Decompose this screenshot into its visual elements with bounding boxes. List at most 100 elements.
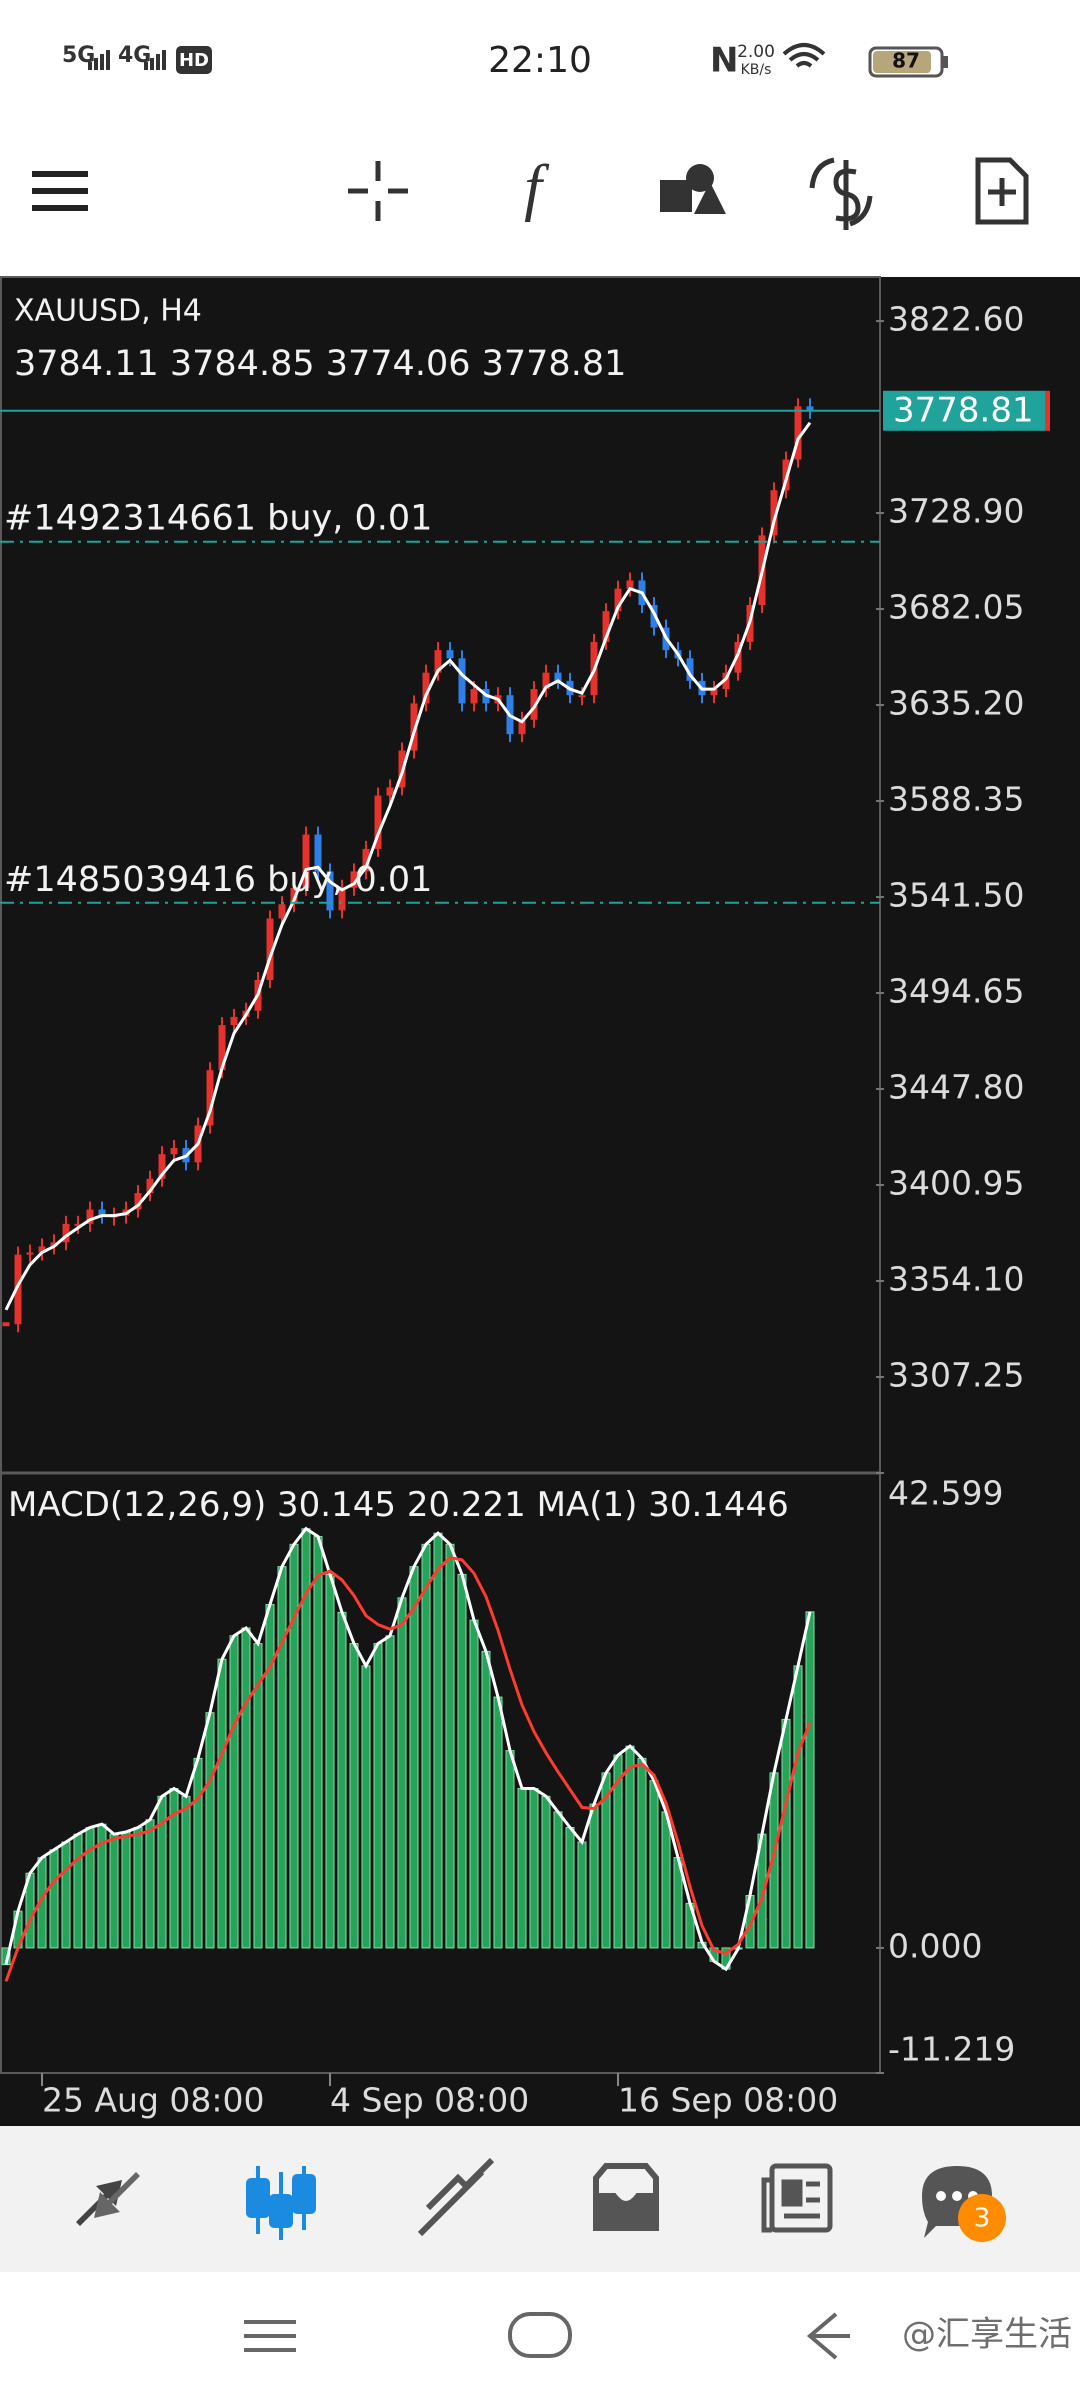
candle-body bbox=[686, 658, 694, 681]
histogram-bar bbox=[637, 1757, 647, 1949]
y-tick-label: 42.599 bbox=[888, 1474, 1003, 1513]
candle-body bbox=[542, 672, 550, 690]
candle-body bbox=[602, 611, 610, 642]
histogram-bar bbox=[241, 1627, 251, 1949]
y-tick-label: 3307.25 bbox=[888, 1356, 1024, 1395]
histogram-bar bbox=[493, 1696, 503, 1949]
objects-button[interactable] bbox=[660, 164, 726, 214]
y-tick-label: 3447.80 bbox=[888, 1068, 1024, 1107]
histogram-bar bbox=[193, 1757, 203, 1949]
histogram-bar bbox=[505, 1750, 515, 1949]
candle-body bbox=[134, 1193, 142, 1210]
trade-tab[interactable] bbox=[76, 2172, 140, 2226]
histogram-bar bbox=[265, 1604, 275, 1949]
y-tick-label: 3682.05 bbox=[888, 588, 1024, 627]
candle-body bbox=[158, 1154, 166, 1179]
histogram-bar bbox=[517, 1787, 527, 1949]
x-tick-label: 16 Sep 08:00 bbox=[618, 2081, 838, 2120]
candle-body bbox=[326, 871, 334, 911]
open-value: 3784.11 bbox=[14, 344, 159, 384]
recent-apps-button[interactable] bbox=[244, 2320, 296, 2352]
histogram-bar bbox=[661, 1811, 671, 1949]
y-tick-label: 3822.60 bbox=[888, 300, 1024, 339]
histogram-outline bbox=[4, 1526, 812, 1972]
signal-value: 20.221 bbox=[407, 1485, 526, 1525]
candle-body bbox=[446, 650, 454, 659]
candle-body bbox=[806, 406, 814, 411]
chart-bg bbox=[0, 277, 1080, 2126]
macd-label: MACD(12,26,9) 30.145 20.221 MA(1) 30.144… bbox=[8, 1485, 789, 1525]
histogram-bar bbox=[109, 1833, 119, 1949]
candle-body bbox=[518, 719, 526, 735]
x-tick-label: 25 Aug 08:00 bbox=[42, 2081, 265, 2120]
price-tag-edge bbox=[1045, 390, 1050, 431]
candle-body bbox=[422, 672, 430, 704]
macd-title: MACD(12,26,9) bbox=[8, 1485, 266, 1525]
back-button[interactable] bbox=[806, 2312, 850, 2360]
candle-body bbox=[2, 1322, 10, 1327]
histogram-bar bbox=[445, 1543, 455, 1949]
histogram-bar bbox=[61, 1841, 71, 1949]
histogram-bar bbox=[73, 1833, 83, 1949]
plot-frame bbox=[0, 276, 881, 2074]
histogram-bar bbox=[553, 1811, 563, 1949]
candle-body bbox=[470, 689, 478, 704]
news-tab[interactable] bbox=[761, 2163, 833, 2233]
histogram-bar bbox=[805, 1611, 815, 1949]
candle-body bbox=[170, 1148, 178, 1155]
histogram-bar bbox=[457, 1573, 467, 1949]
y-tick-label: 3541.50 bbox=[888, 876, 1024, 915]
histogram-bar bbox=[49, 1849, 59, 1949]
histogram-bar bbox=[229, 1635, 239, 1949]
symbol-label: XAUUSD, H4 bbox=[14, 294, 202, 329]
ma-line bbox=[4, 421, 812, 1311]
battery-level bbox=[873, 51, 931, 73]
order-label: #1492314661 buy, 0.01 bbox=[4, 499, 432, 539]
candle-body bbox=[362, 848, 370, 872]
history-tab[interactable] bbox=[417, 2157, 495, 2237]
candle-body bbox=[578, 695, 586, 698]
timeframe-button[interactable] bbox=[809, 157, 873, 230]
histogram-bar bbox=[793, 1665, 803, 1949]
crosshair-button[interactable] bbox=[348, 161, 408, 221]
y-tick-label: 0.000 bbox=[888, 1926, 982, 1965]
histogram-bar bbox=[409, 1566, 419, 1949]
inbox-tab[interactable] bbox=[593, 2163, 659, 2231]
candle-body bbox=[374, 795, 382, 849]
candle-body bbox=[14, 1254, 22, 1325]
new-order-button[interactable] bbox=[975, 157, 1029, 225]
hd-badge bbox=[176, 46, 212, 74]
high-value: 3784.85 bbox=[170, 344, 315, 384]
candle-body bbox=[458, 658, 466, 704]
candle-body bbox=[410, 703, 418, 751]
candle-body bbox=[794, 406, 802, 460]
battery bbox=[868, 46, 944, 78]
candle-body bbox=[386, 787, 394, 796]
histogram-bar bbox=[325, 1573, 335, 1949]
clock: 22:10 bbox=[488, 40, 592, 81]
candle-body bbox=[338, 887, 346, 911]
chart-tab[interactable] bbox=[246, 2166, 316, 2240]
battery-tip bbox=[943, 56, 948, 68]
candle-body bbox=[206, 1070, 214, 1126]
close-value: 3778.81 bbox=[482, 344, 627, 384]
candle-body bbox=[614, 588, 622, 612]
histogram-bar bbox=[541, 1795, 551, 1949]
histogram-bar bbox=[133, 1827, 143, 1949]
histogram-bar bbox=[145, 1819, 155, 1949]
y-tick-label: 3728.90 bbox=[888, 492, 1024, 531]
low-value: 3774.06 bbox=[326, 344, 471, 384]
home-button[interactable] bbox=[508, 2312, 572, 2358]
candle-body bbox=[770, 490, 778, 536]
candle-body bbox=[554, 672, 562, 681]
histogram-bar bbox=[589, 1803, 599, 1949]
histogram-bar bbox=[781, 1718, 791, 1949]
histogram-bar bbox=[85, 1827, 95, 1949]
candle-body bbox=[278, 904, 286, 919]
ohlc-label: 3784.11 3784.85 3774.06 3778.81 bbox=[14, 344, 626, 384]
menu-button[interactable] bbox=[32, 171, 88, 211]
candle-body bbox=[50, 1242, 58, 1247]
candle-body bbox=[626, 580, 634, 589]
candle-body bbox=[26, 1252, 34, 1255]
